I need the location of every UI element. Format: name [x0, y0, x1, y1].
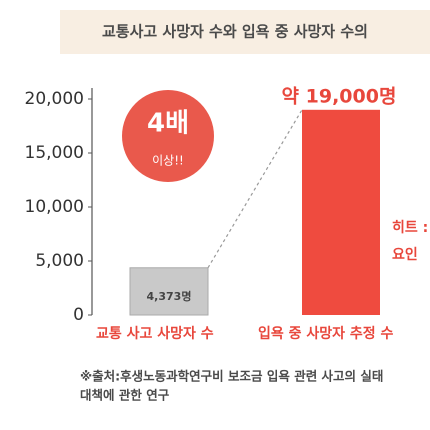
bar	[129, 267, 209, 316]
connector	[207, 109, 303, 269]
x-tick-label: 교통 사고 사망자 수	[96, 325, 214, 342]
y-tick-label: 0	[73, 305, 84, 325]
multiplier-badge	[122, 90, 214, 182]
y-tick-label: 10,000	[25, 197, 84, 217]
y-tick-label: 5,000	[35, 251, 84, 271]
x-tick-label: 입욕 중 사망자 추정 수	[258, 325, 394, 342]
y-tick-label: 20,000	[25, 89, 84, 109]
y-tick-label: 15,000	[25, 143, 84, 163]
source-note: 대책에 관한 연구	[80, 388, 170, 403]
multiplier: 4배	[147, 109, 189, 139]
title-banner	[60, 10, 430, 54]
bar	[302, 109, 380, 315]
value-label: 4,373명	[147, 289, 192, 303]
side-note: 요인	[392, 246, 418, 263]
multiplier-note: 이상!!	[152, 154, 184, 168]
chart-title: 교통사고 사망자 수와 입욕 중 사망자 수의	[102, 23, 368, 41]
side-note: 히트 :	[392, 219, 428, 236]
value-label: 약 19,000명	[282, 85, 397, 107]
source-note: ※출처:후생노동과학연구비 보조금 입욕 관련 사고의 실태	[80, 369, 383, 384]
